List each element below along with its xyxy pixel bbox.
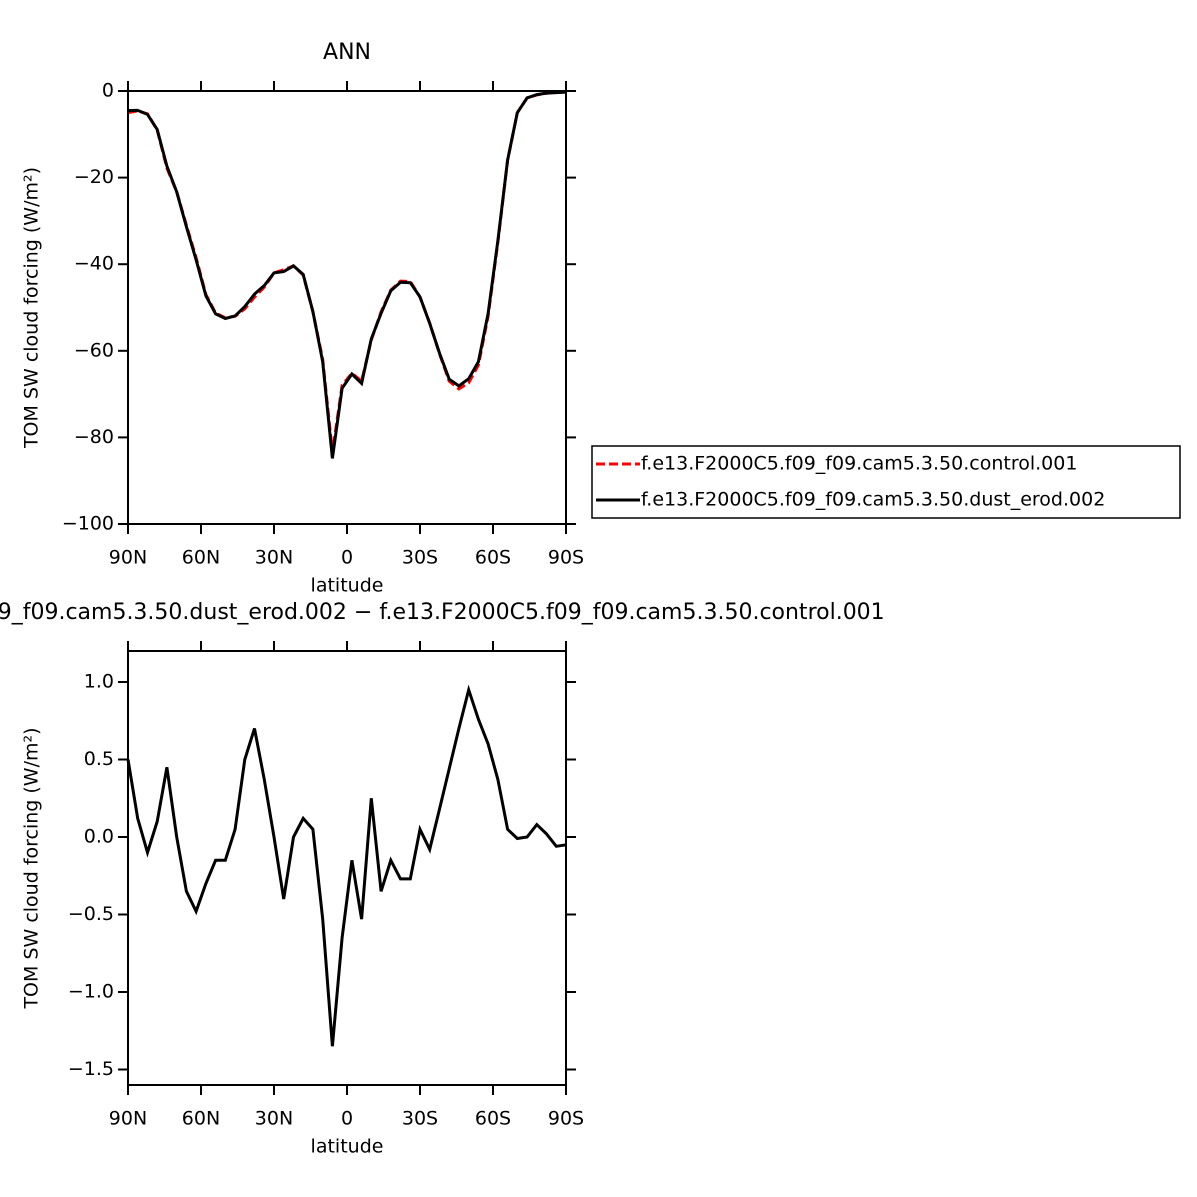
x-tick-label: 0 xyxy=(341,1108,353,1130)
chart-title: f.e13.F2000C5.f09_f09.cam5.3.50.dust_ero… xyxy=(0,600,885,625)
x-tick-label: 30N xyxy=(255,547,293,569)
legend-label: f.e13.F2000C5.f09_f09.cam5.3.50.control.… xyxy=(641,453,1077,475)
y-axis-label: TOM SW cloud forcing (W/m²) xyxy=(21,167,43,449)
x-tick-label: 30S xyxy=(402,547,438,569)
y-tick-label: 0.0 xyxy=(84,826,114,848)
y-tick-label: −60 xyxy=(74,339,114,361)
legend-label: f.e13.F2000C5.f09_f09.cam5.3.50.dust_ero… xyxy=(641,489,1105,511)
y-tick-label: −1.5 xyxy=(68,1058,114,1080)
x-tick-label: 30S xyxy=(402,1108,438,1130)
plot-frame xyxy=(127,90,567,525)
plot-frame xyxy=(127,650,567,1086)
x-tick-label: 90S xyxy=(548,547,584,569)
x-tick-label: 0 xyxy=(341,547,353,569)
x-tick-label: 90S xyxy=(548,1108,584,1130)
x-tick-label: 60S xyxy=(475,547,511,569)
y-tick-label: −40 xyxy=(74,253,114,275)
x-tick-label: 60N xyxy=(182,547,220,569)
data-line xyxy=(126,684,567,1047)
y-tick-label: −20 xyxy=(74,166,114,188)
x-axis-label: latitude xyxy=(311,575,384,597)
x-tick-label: 30N xyxy=(255,1108,293,1130)
y-tick-label: −80 xyxy=(74,426,114,448)
legend-box xyxy=(591,445,1181,519)
y-tick-label: −100 xyxy=(62,513,114,535)
y-tick-label: −0.5 xyxy=(68,903,114,925)
y-tick-label: 1.0 xyxy=(84,671,114,693)
data-line xyxy=(127,90,567,459)
x-tick-label: 60S xyxy=(475,1108,511,1130)
y-tick-label: 0 xyxy=(102,80,114,102)
y-tick-label: −1.0 xyxy=(68,981,114,1003)
chart-title: ANN xyxy=(323,40,371,65)
y-axis-label: TOM SW cloud forcing (W/m²) xyxy=(21,727,43,1009)
x-tick-label: 90N xyxy=(109,1108,147,1130)
x-tick-label: 60N xyxy=(182,1108,220,1130)
x-axis-label: latitude xyxy=(311,1136,384,1158)
data-line xyxy=(127,90,567,453)
y-tick-label: 0.5 xyxy=(84,748,114,770)
x-tick-label: 90N xyxy=(109,547,147,569)
